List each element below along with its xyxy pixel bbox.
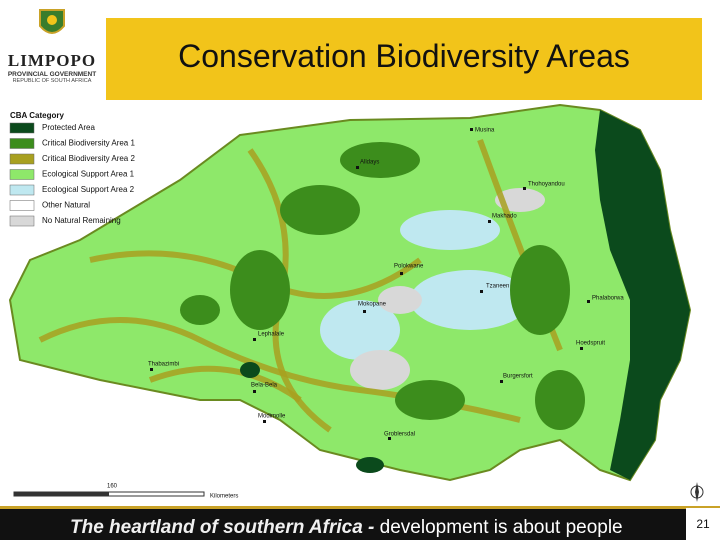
esa2-patches	[320, 210, 530, 360]
footer-lead: The heartland of southern Africa -	[70, 517, 380, 538]
legend-swatch	[9, 122, 35, 134]
logo-line: PROVINCIAL GOVERNMENT	[7, 71, 97, 78]
legend-swatch	[9, 138, 35, 149]
town-label: Hoedspruit	[576, 341, 605, 347]
cba1-patches	[180, 142, 585, 430]
legend: CBA Category Protected Area Critical Biod…	[9, 111, 135, 227]
coat-of-arms	[39, 9, 65, 34]
scale-unit: Kilometers	[210, 494, 238, 500]
town-markers	[150, 128, 590, 440]
slide-title: Conservation Biodiversity Areas	[178, 38, 630, 74]
town-label: Burgersfort	[503, 374, 533, 380]
legend-label: Protected Area	[42, 123, 95, 132]
town-label: Musina	[475, 128, 495, 134]
legend-label: Ecological Support Area 2	[42, 185, 135, 194]
town-label: Alldays	[360, 160, 379, 166]
legend-title: CBA Category	[10, 111, 64, 120]
footer-rest: development is about people	[379, 517, 623, 538]
legend-swatch	[9, 215, 35, 227]
logo-name: LIMPOPO	[7, 51, 97, 70]
legend-label: Ecological Support Area 1	[42, 170, 135, 179]
north-arrow	[690, 482, 704, 502]
legend-label: Critical Biodiversity Area 1	[42, 139, 135, 148]
town-label: Lephalale	[258, 332, 285, 338]
legend-label: No Natural Remaining	[42, 216, 121, 225]
footer-text: The heartland of southern Africa - devel…	[70, 517, 623, 539]
protected-patches	[240, 362, 384, 473]
town-label: Polokwane	[394, 264, 424, 270]
legend-label: Other Natural	[42, 201, 90, 210]
town-labels: Musina Alldays Thohoyandou Makhado Polokwane…	[148, 128, 624, 438]
legend-swatch	[9, 200, 35, 211]
town-label: Phalaborwa	[592, 296, 624, 302]
legend-label: Critical Biodiversity Area 2	[42, 154, 135, 163]
map: Musina Alldays Thohoyandou Makhado Polokwane…	[0, 100, 720, 506]
town-label: Makhado	[492, 214, 517, 220]
town-label: Thohoyandou	[528, 182, 565, 188]
town-label: Tzaneen	[486, 284, 509, 290]
scale-value: 160	[107, 484, 118, 490]
town-label: Bela-Bela	[251, 383, 278, 389]
town-label: Modimolle	[258, 414, 286, 420]
scale-bar: 160 Kilometers	[13, 484, 238, 500]
legend-swatch	[9, 184, 35, 196]
logo-line: REPUBLIC OF SOUTH AFRICA	[12, 78, 92, 84]
logo: LIMPOPO PROVINCIAL GOVERNMENT REPUBLIC O…	[0, 4, 104, 100]
page-number: 21	[686, 508, 720, 540]
footer: The heartland of southern Africa - devel…	[0, 506, 720, 540]
header-band	[106, 18, 702, 100]
town-label: Mokopane	[358, 302, 387, 308]
protected-area	[595, 110, 690, 480]
legend-items: Protected Area Critical Biodiversity Area…	[9, 122, 135, 227]
town-label: Thabazimbi	[148, 362, 179, 368]
legend-swatch	[9, 153, 35, 165]
legend-swatch	[9, 169, 35, 180]
town-label: Groblersdal	[384, 432, 415, 438]
